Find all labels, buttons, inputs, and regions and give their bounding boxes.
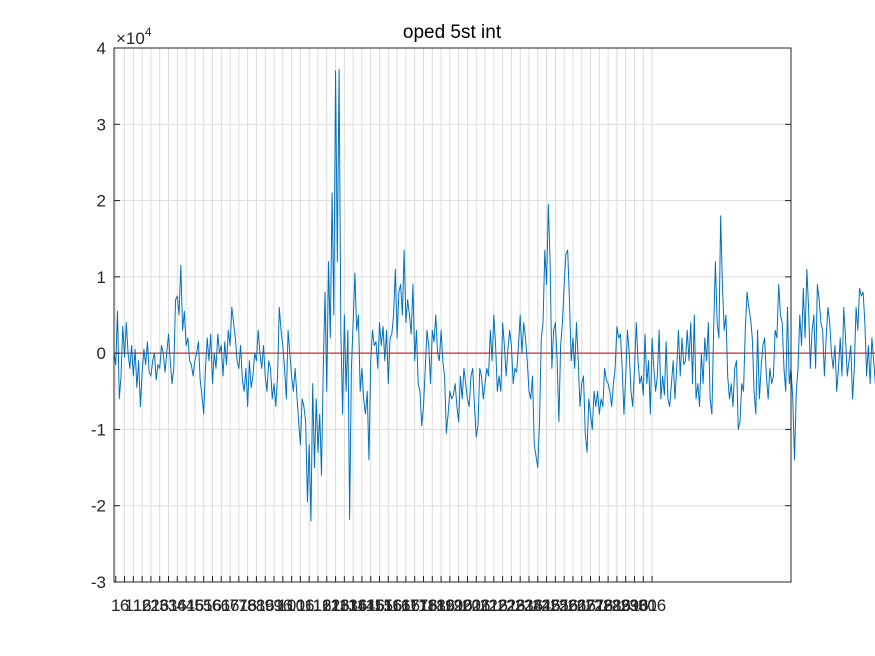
y-exponent-power: 4 (145, 25, 152, 39)
x-tick-label: 16 (133, 596, 152, 615)
x-tick-label: 151 (365, 596, 393, 615)
y-tick-label: 1 (97, 268, 106, 287)
y-exponent-base: ×10 (116, 29, 145, 48)
x-tick-label: 181 (418, 596, 446, 615)
x-axis-ticks: 1 611162126313641465156616671768186919610… (111, 576, 666, 615)
x-tick-label: 251 (541, 596, 569, 615)
x-tick-label: 276 (585, 596, 613, 615)
x-tick-label: 236 (515, 596, 543, 615)
x-tick-label: 241 (524, 596, 552, 615)
x-tick-label: 116 (304, 596, 331, 615)
y-tick-label: -2 (91, 497, 106, 516)
plot-background (114, 48, 791, 582)
x-tick-label: 281 (594, 596, 622, 615)
x-tick-label: 206 (462, 596, 490, 615)
x-tick-label: 246 (532, 596, 560, 615)
x-tick-label: 201 (453, 596, 481, 615)
x-tick-label: 96 (273, 596, 292, 615)
x-tick-label: 66 (221, 596, 240, 615)
x-tick-label: 121 (313, 596, 341, 615)
x-tick-label: 161 (383, 596, 411, 615)
x-tick-label: 91 (265, 596, 284, 615)
x-tick-label: 186 (427, 596, 455, 615)
x-tick-label: 146 (357, 596, 385, 615)
y-tick-label: -1 (91, 420, 106, 439)
y-exponent-label: ×104 (116, 25, 152, 48)
x-tick-label: 46 (185, 596, 204, 615)
x-tick-label: 31 (159, 596, 178, 615)
y-tick-label: 2 (97, 192, 106, 211)
plot-frame (113, 47, 792, 583)
y-tick-label: 4 (97, 39, 106, 58)
x-tick-label: 291 (612, 596, 640, 615)
x-tick-label: 11 (125, 596, 143, 615)
x-tick-label: 261 (559, 596, 587, 615)
x-tick-label: 36 (168, 596, 187, 615)
series-line (113, 68, 875, 522)
series-layer (113, 68, 875, 522)
x-tick-label: 301 (629, 596, 657, 615)
x-tick-label: 111 (296, 596, 322, 615)
x-tick-label: 141 (348, 596, 376, 615)
x-tick-label: 26 (150, 596, 169, 615)
x-tick-label: 271 (576, 596, 604, 615)
y-axis-ticks: -3 -2 -1 0 1 2 3 4 (91, 39, 791, 592)
x-tick-label: 266 (568, 596, 596, 615)
x-tick-label: 306 (638, 596, 666, 615)
x-tick-label: 216 (480, 596, 508, 615)
x-tick-label: 41 (177, 596, 196, 615)
x-tick-label: 81 (247, 596, 266, 615)
y-tick-label: 0 (97, 344, 106, 363)
x-tick-label: 61 (212, 596, 231, 615)
x-tick-label: 106 (286, 596, 314, 615)
x-tick-label: 51 (194, 596, 213, 615)
x-tick-label: 231 (506, 596, 534, 615)
x-tick-label: 21 (141, 596, 160, 615)
x-tick-label: 1 (111, 596, 120, 615)
x-tick-label: 221 (488, 596, 516, 615)
x-tick-label: 256 (550, 596, 578, 615)
x-tick-label: 6 (120, 596, 129, 615)
x-tick-label: 211 (471, 596, 498, 615)
x-tick-label: 196 (444, 596, 472, 615)
x-tick-label: 156 (374, 596, 402, 615)
x-tick-label: 191 (436, 596, 464, 615)
x-tick-label: 71 (229, 596, 248, 615)
x-tick-label: 86 (256, 596, 275, 615)
grid-lines (114, 48, 791, 582)
x-tick-label: 56 (203, 596, 222, 615)
x-tick-label: 171 (401, 596, 429, 615)
x-tick-label: 131 (330, 596, 358, 615)
x-tick-label: 176 (409, 596, 437, 615)
x-tick-label: 166 (392, 596, 420, 615)
x-tick-label: 126 (321, 596, 349, 615)
x-tick-label: 101 (277, 596, 305, 615)
x-tick-label: 76 (238, 596, 257, 615)
y-tick-label: -3 (91, 573, 106, 592)
x-tick-label: 286 (603, 596, 631, 615)
chart-title: oped 5st int (403, 22, 502, 43)
x-tick-label: 226 (497, 596, 525, 615)
x-tick-label: 296 (620, 596, 648, 615)
y-tick-label: 3 (97, 115, 106, 134)
x-tick-label: 136 (339, 596, 367, 615)
